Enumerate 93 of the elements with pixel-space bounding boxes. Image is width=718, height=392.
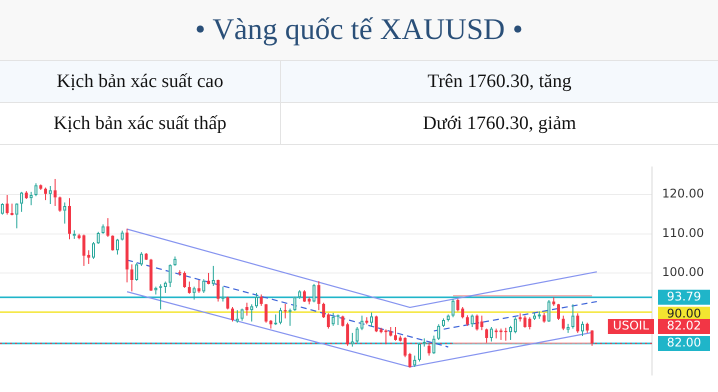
candlestick [264,303,268,324]
candlestick [54,178,57,206]
candlestick [413,355,416,368]
candlestick [250,304,254,322]
candlestick [494,328,498,339]
candlestick [63,202,66,224]
candlestick [260,294,263,306]
candlestick [92,242,95,260]
candlestick [581,321,584,337]
candlestick [542,312,546,324]
candlestick [418,342,421,362]
y-tick-label: 100.00 [662,265,704,280]
candlestick [452,298,455,318]
candlestick [490,326,493,342]
candlestick [58,196,62,212]
candlestick [192,286,196,300]
candlestick [509,325,512,340]
candlestick [231,306,234,322]
candlestick [188,281,191,294]
text: Kịch bản xác suất cao [0,61,280,102]
candlestick [566,323,570,334]
candlestick [562,315,565,331]
candlestick [571,304,574,330]
candlestick [15,202,18,229]
candlestick [356,326,359,344]
candlestick [164,281,167,294]
candlestick [480,315,484,331]
candlestick [274,314,278,326]
candlestick [44,187,48,201]
candlestick [130,264,134,292]
ref-line-label: 93.79 [666,289,702,304]
candlestick [0,202,4,216]
candlestick [317,280,320,311]
candlestick [168,264,172,288]
candlestick [255,292,258,308]
candlestick [6,194,9,216]
candlestick [48,186,52,205]
candlestick [437,324,440,340]
candlestick [226,296,230,310]
candlestick [212,265,215,286]
candlestick [30,191,33,206]
candlestick [106,218,110,238]
candlestick [370,312,374,328]
candlestick [202,278,206,294]
candlestick [476,314,478,332]
candlestick [466,314,469,326]
candlestick [245,302,248,316]
candlestick [120,230,124,241]
candlestick [394,326,397,342]
candlestick [350,332,354,348]
candlestick [293,296,296,312]
candlestick [140,252,143,266]
candlestick [408,352,412,368]
ref-line-label: 90.00 [666,306,702,320]
ref-line-label: 82.00 [666,336,702,350]
candlestick [500,328,502,340]
candlestick [557,303,560,320]
candlestick [240,308,244,322]
candlestick [236,310,239,324]
text: Trên 1760.30, tăng [280,61,718,102]
candlestick [576,312,580,334]
candlestick [34,182,38,197]
y-tick-label: 120.00 [662,186,704,201]
candlestick [197,280,200,294]
candlestick [20,191,24,212]
candlestick [360,315,364,331]
candlestick [547,299,550,322]
candlestick [174,256,176,266]
candlestick [312,283,316,303]
candlestick [96,231,100,244]
candlestick [322,302,326,319]
candlestick [470,314,474,328]
candlestick [10,203,14,216]
candlestick [432,335,436,355]
candlestick [284,303,287,319]
candlestick [278,307,282,325]
text: Dưới 1760.30, giảm [280,102,718,144]
candlestick [332,312,335,326]
candlestick [336,314,340,326]
y-tick-label: 110.00 [662,226,704,240]
chart-title: • Vàng quốc tế XAUUSD • [0,0,718,61]
candlestick [135,262,138,282]
candlestick [326,312,330,330]
candlestick [102,224,105,234]
candlestick [523,315,526,328]
candlestick [216,279,220,302]
text: USOIL 82.02 [612,318,702,333]
text: Kịch bản xác suất thấp [0,102,280,144]
candlestick [586,322,589,334]
candlestick [207,272,210,285]
candlestick [111,234,114,252]
candlestick [116,238,119,256]
candlestick [514,316,517,334]
